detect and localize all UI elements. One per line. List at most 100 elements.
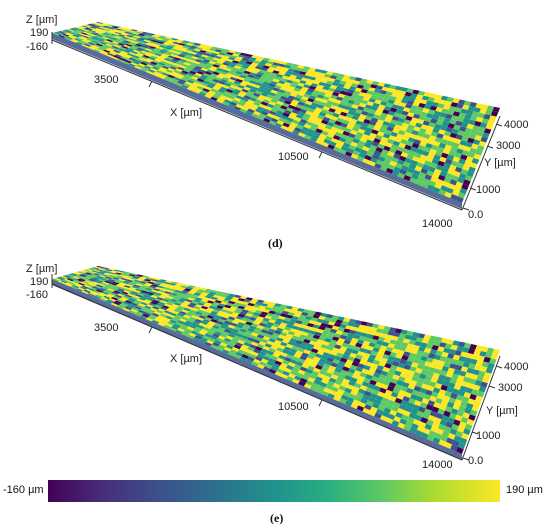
surface-cell [321, 141, 330, 148]
surface-cell [432, 437, 441, 444]
surface-cell [133, 44, 141, 48]
surface-cell [455, 134, 463, 140]
surface-cell [258, 103, 267, 109]
surface-cell [96, 275, 105, 279]
surface-cell [155, 281, 163, 285]
surface-cell [308, 310, 317, 315]
surface-cell [184, 81, 193, 86]
surface-cell [194, 326, 203, 331]
surface-cell [120, 56, 129, 60]
surface-cell [289, 102, 298, 107]
surface-cell [172, 47, 180, 50]
surface-cell [229, 93, 238, 98]
x-tick-mark [318, 151, 323, 159]
surface-cell [433, 354, 442, 361]
surface-cell [388, 135, 397, 141]
surface-cell [425, 100, 434, 106]
surface-cell [277, 63, 286, 68]
surface-cell [357, 375, 366, 382]
surface-cell [126, 47, 135, 51]
surface-cell [157, 280, 165, 283]
surface-cell [287, 330, 296, 336]
surface-cell [80, 28, 89, 32]
surface-cell [453, 369, 461, 375]
surface-cell [64, 33, 72, 36]
surface-cell [100, 296, 109, 301]
surface-cell [175, 55, 184, 59]
surface-cell [364, 82, 372, 88]
surface-cell [95, 294, 103, 298]
surface-cell [374, 343, 382, 349]
surface-cell [446, 437, 454, 445]
surface-cell [359, 125, 368, 131]
surface-cell [420, 99, 428, 105]
surface-cell [172, 291, 180, 295]
surface-cell [148, 46, 157, 49]
surface-cell [379, 152, 388, 159]
surface-cell [233, 65, 242, 69]
surface-cell [87, 268, 96, 271]
surface-cell [325, 71, 334, 76]
surface-cell [177, 54, 186, 58]
surface-cell [402, 161, 411, 168]
surface-cell [153, 58, 162, 63]
surface-cell [334, 109, 342, 115]
surface-cell [235, 103, 244, 109]
surface-cell [91, 291, 100, 295]
surface-cell [100, 33, 109, 36]
surface-cell [99, 41, 108, 45]
surface-cell [206, 339, 214, 345]
surface-cell [191, 44, 200, 48]
surface-cell [154, 286, 163, 290]
surface-cell [355, 109, 363, 114]
surface-cell [396, 337, 405, 343]
surface-cell [216, 305, 224, 309]
surface-cell [258, 341, 267, 346]
surface-cell [153, 282, 161, 286]
surface-cell [457, 144, 466, 150]
surface-cell [316, 361, 325, 367]
surface-cell [249, 80, 257, 85]
surface-cell [229, 76, 238, 81]
surface-cell [99, 271, 107, 274]
surface-cell [434, 382, 443, 390]
surface-cell [161, 305, 170, 309]
surface-cell [312, 334, 321, 340]
surface-cell [348, 76, 357, 81]
surface-cell [156, 297, 164, 301]
surface-cell [299, 355, 308, 361]
surface-cell [463, 100, 472, 106]
surface-cell [195, 59, 203, 63]
surface-cell [208, 305, 217, 310]
surface-cell [94, 28, 103, 31]
surface-cell [272, 323, 280, 328]
surface-cell [93, 295, 101, 299]
surface-cell [438, 129, 446, 135]
surface-cell [441, 121, 450, 127]
surface-cell [276, 91, 284, 96]
surface-cell [471, 111, 480, 117]
surface-cell [304, 316, 313, 321]
surface-cell [86, 279, 95, 283]
surface-cell [439, 419, 448, 426]
surface-cell [145, 282, 153, 286]
surface-cell [324, 327, 332, 332]
surface-cell [323, 387, 331, 394]
surface-cell [163, 303, 172, 308]
surface-cell [266, 113, 275, 118]
surface-cell [424, 375, 433, 382]
surface-cell [79, 286, 88, 290]
surface-cell [465, 402, 474, 410]
surface-cell [202, 88, 211, 93]
surface-cell [297, 82, 305, 87]
surface-cell [56, 31, 65, 35]
surface-cell [303, 134, 312, 140]
surface-cell [208, 337, 216, 343]
surface-cell [196, 71, 205, 75]
surface-cell [158, 40, 167, 43]
surface-cell [368, 109, 377, 115]
surface-cell [113, 36, 122, 39]
surface-cell [295, 340, 304, 345]
surface-cell [113, 44, 122, 48]
surface-cell [134, 54, 143, 58]
